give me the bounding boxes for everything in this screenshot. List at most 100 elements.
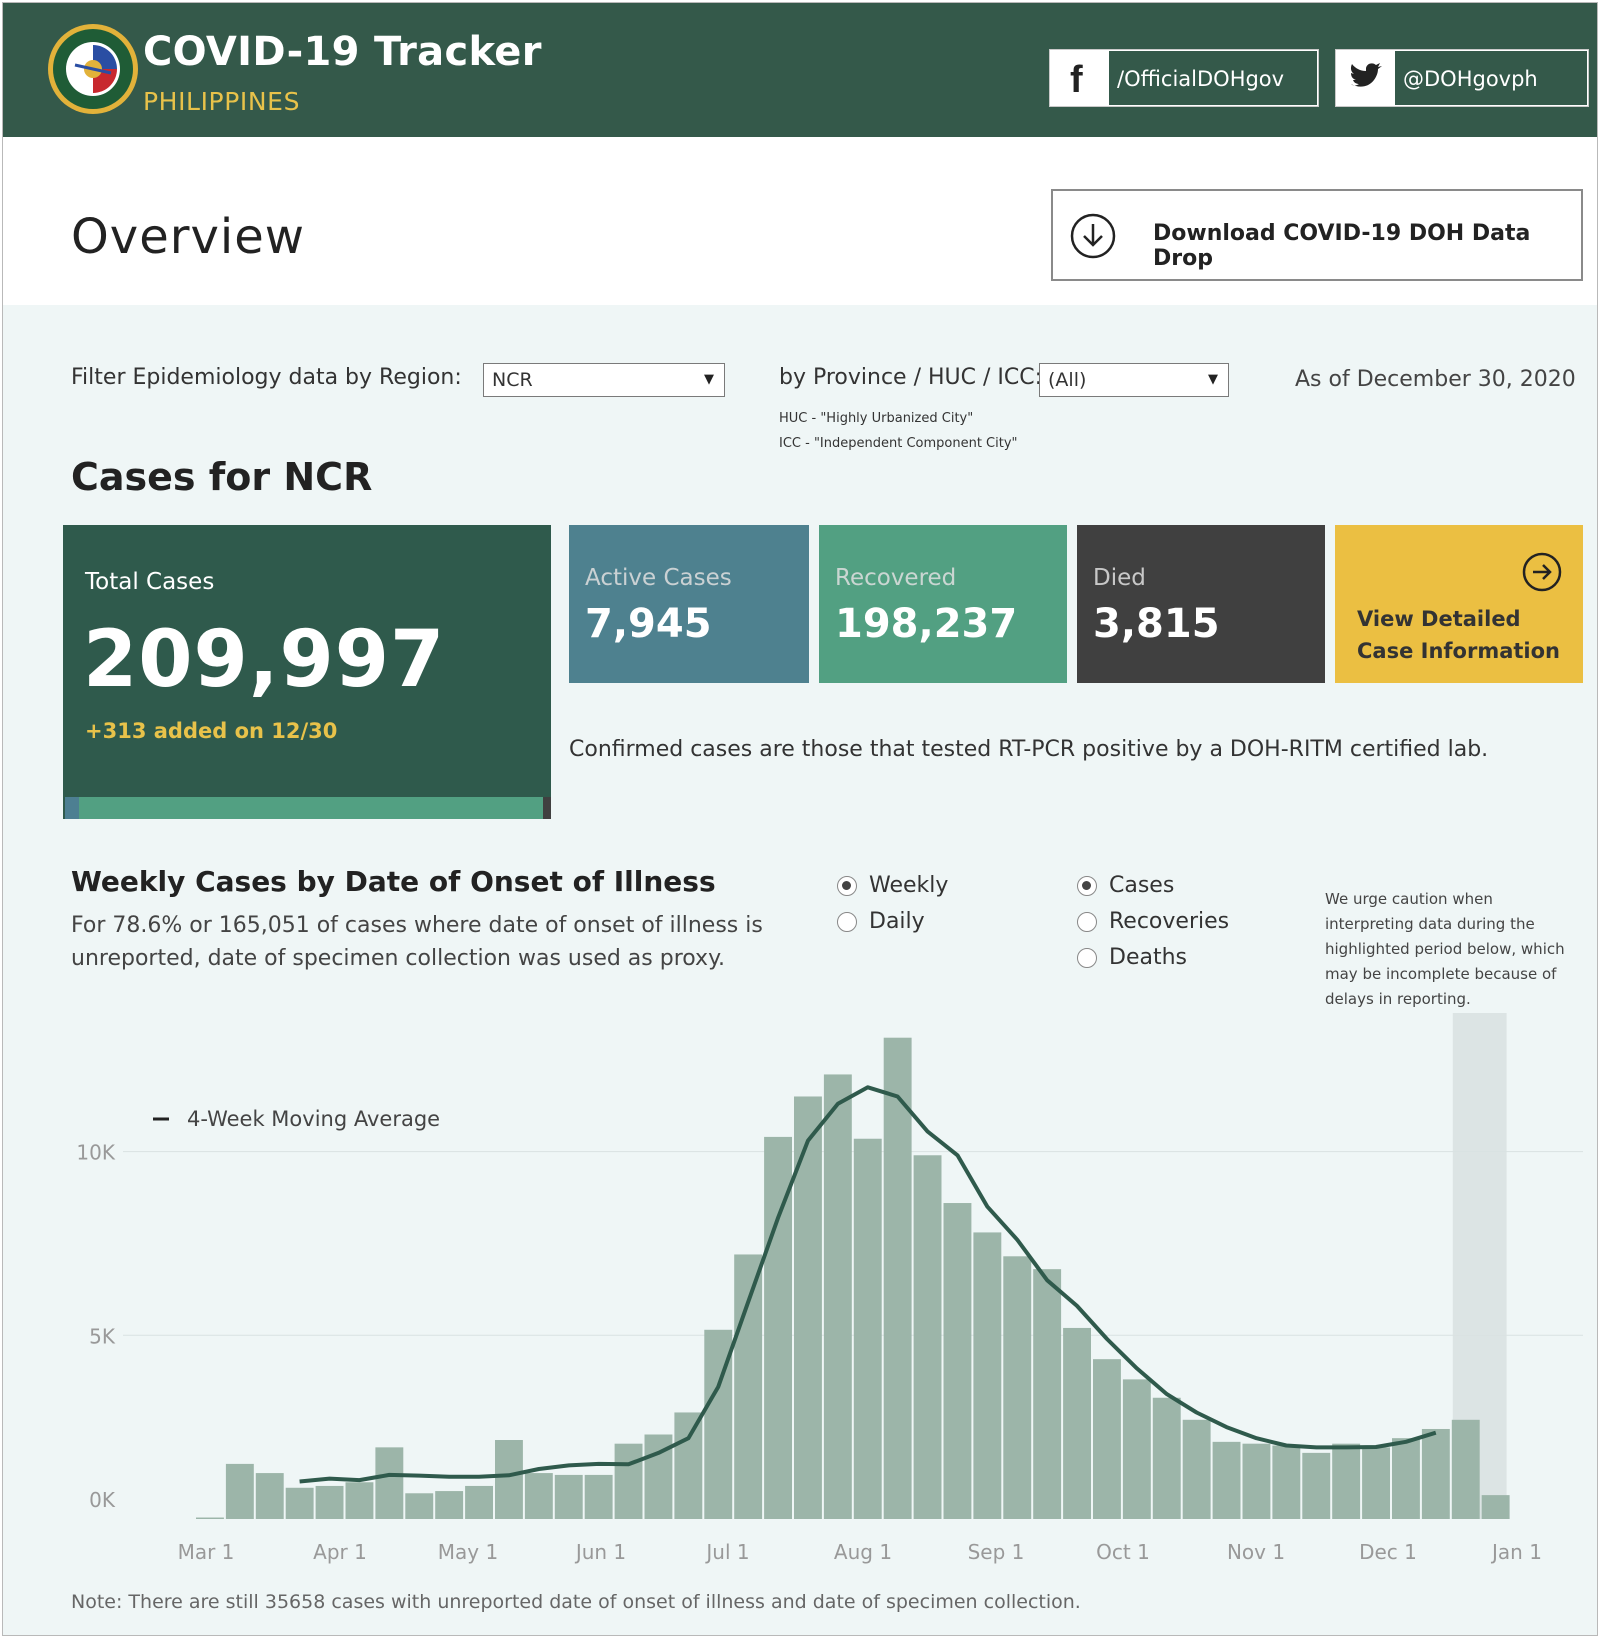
radio-deaths[interactable]: Deaths: [1077, 945, 1187, 970]
moving-average-line: [299, 1085, 1437, 1484]
radio-recoveries[interactable]: Recoveries: [1077, 909, 1229, 934]
header-bar: COVID-19 Tracker PHILIPPINES f /Official…: [3, 3, 1597, 137]
weekly-cases-bar: [1362, 1447, 1390, 1519]
case-composition-bar: [65, 797, 551, 819]
facebook-icon: f: [1050, 50, 1108, 106]
dropdown-arrow-icon: ▼: [1208, 372, 1218, 387]
radio-daily[interactable]: Daily: [837, 909, 925, 934]
x-tick-label: May 1: [438, 1540, 498, 1564]
view-case-info-button[interactable]: View Detailed Case Information: [1335, 525, 1583, 683]
x-tick-label: Aug 1: [834, 1540, 892, 1564]
radio-unselected-icon: [837, 912, 857, 932]
arrow-right-circle-icon: [1522, 552, 1562, 592]
radio-selected-icon: [837, 876, 857, 896]
facebook-handle: /OfficialDOHgov: [1108, 50, 1318, 106]
y-tick-label: 0K: [89, 1488, 116, 1512]
weekly-cases-bar: [1332, 1443, 1361, 1519]
weekly-cases-bar: [734, 1254, 763, 1519]
weekly-cases-bar: [1093, 1359, 1121, 1519]
radio-cases[interactable]: Cases: [1077, 873, 1174, 898]
twitter-icon: [1336, 50, 1394, 106]
weekly-cases-bar: [853, 1138, 882, 1519]
radio-daily-label: Daily: [869, 909, 925, 934]
weekly-cases-bar: [1152, 1397, 1181, 1519]
total-cases-value: 209,997: [83, 615, 446, 705]
app-subtitle: PHILIPPINES: [143, 87, 301, 116]
radio-recoveries-label: Recoveries: [1109, 909, 1230, 934]
province-filter-label: by Province / HUC / ICC:: [779, 365, 1043, 390]
twitter-link[interactable]: @DOHgovph: [1335, 49, 1589, 107]
x-tick-label: Mar 1: [178, 1540, 235, 1564]
weekly-chart-subtitle: For 78.6% or 165,051 of cases where date…: [71, 913, 763, 971]
as-of-date: As of December 30, 2020: [1295, 367, 1576, 392]
legend-label: 4-Week Moving Average: [187, 1107, 440, 1131]
weekly-cases-bar: [883, 1037, 912, 1519]
weekly-cases-bar: [435, 1491, 464, 1519]
view-case-info-line1: View Detailed: [1357, 607, 1521, 631]
x-tick-label: Dec 1: [1359, 1540, 1417, 1564]
region-select-value: NCR: [492, 369, 533, 391]
download-icon: [1070, 213, 1116, 259]
weekly-cases-bar: [973, 1232, 1002, 1519]
weekly-cases-bar: [674, 1412, 703, 1519]
province-select[interactable]: (All) ▼: [1039, 363, 1229, 397]
weekly-cases-bar: [495, 1440, 523, 1519]
total-cases-label: Total Cases: [85, 569, 215, 595]
weekly-cases-bar: [1033, 1269, 1062, 1519]
weekly-cases-chart: 10K 5K 0K 4-Week Moving Average Mar 1 Apr 1 Ma…: [76, 1013, 1583, 1564]
weekly-cases-bar: [465, 1485, 493, 1519]
weekly-cases-bar: [794, 1096, 822, 1519]
twitter-handle: @DOHgovph: [1394, 50, 1588, 106]
icc-note: ICC - "Independent Component City": [779, 436, 1018, 451]
radio-unselected-icon: [1077, 912, 1097, 932]
app-title: COVID-19 Tracker: [143, 29, 542, 75]
view-case-info-line2: Case Information: [1357, 639, 1560, 663]
x-tick-label: Sep 1: [968, 1540, 1025, 1564]
weekly-cases-bar: [1272, 1445, 1301, 1519]
weekly-cases-bar: [913, 1155, 942, 1519]
weekly-cases-bar: [614, 1443, 643, 1519]
died-tile: Died 3,815: [1077, 525, 1325, 683]
weekly-cases-bar: [1302, 1452, 1331, 1519]
radio-selected-icon: [1077, 876, 1097, 896]
died-label: Died: [1093, 565, 1146, 591]
caution-note: We urge caution when interpreting data d…: [1325, 890, 1565, 1008]
province-select-value: (All): [1048, 369, 1087, 391]
region-select[interactable]: NCR ▼: [483, 363, 725, 397]
x-tick-label: Jan 1: [1490, 1540, 1542, 1564]
weekly-cases-bar: [1481, 1495, 1510, 1519]
radio-deaths-label: Deaths: [1109, 945, 1187, 970]
weekly-cases-bar: [196, 1517, 224, 1519]
weekly-cases-bar: [1212, 1441, 1241, 1519]
radio-unselected-icon: [1077, 948, 1097, 968]
weekly-cases-bar: [1392, 1438, 1420, 1519]
active-cases-label: Active Cases: [585, 565, 732, 591]
recovered-label: Recovered: [835, 565, 957, 591]
weekly-cases-bar: [524, 1473, 553, 1519]
active-cases-value: 7,945: [585, 601, 712, 647]
weekly-cases-bar: [255, 1473, 284, 1519]
weekly-cases-bar: [375, 1447, 404, 1519]
radio-weekly[interactable]: Weekly: [837, 873, 948, 898]
download-label: Download COVID-19 DOH Data Drop: [1153, 221, 1531, 271]
total-cases-tile: Total Cases 209,997 +313 added on 12/30: [63, 525, 551, 819]
added-today: +313 added on 12/30: [85, 719, 338, 743]
view-case-info-label: View Detailed Case Information: [1357, 603, 1560, 667]
weekly-cases-bar: [315, 1485, 344, 1519]
region-filter-label: Filter Epidemiology data by Region:: [71, 365, 462, 390]
weekly-cases-bar: [1063, 1327, 1091, 1519]
cases-title: Cases for NCR: [71, 455, 373, 499]
facebook-link[interactable]: f /OfficialDOHgov: [1049, 49, 1319, 107]
radio-cases-label: Cases: [1109, 873, 1175, 898]
radio-weekly-label: Weekly: [869, 873, 949, 898]
x-tick-label: Jul 1: [704, 1540, 749, 1564]
recovered-value: 198,237: [835, 601, 1018, 647]
download-data-drop-button[interactable]: Download COVID-19 DOH Data Drop: [1051, 189, 1583, 281]
x-tick-label: Apr 1: [313, 1540, 367, 1564]
weekly-cases-bar: [1451, 1419, 1480, 1519]
svg-text:f: f: [1070, 59, 1083, 101]
unreported-note: Note: There are still 35658 cases with u…: [71, 1591, 1081, 1613]
weekly-cases-bar: [943, 1203, 972, 1519]
y-tick-label: 10K: [76, 1141, 115, 1165]
